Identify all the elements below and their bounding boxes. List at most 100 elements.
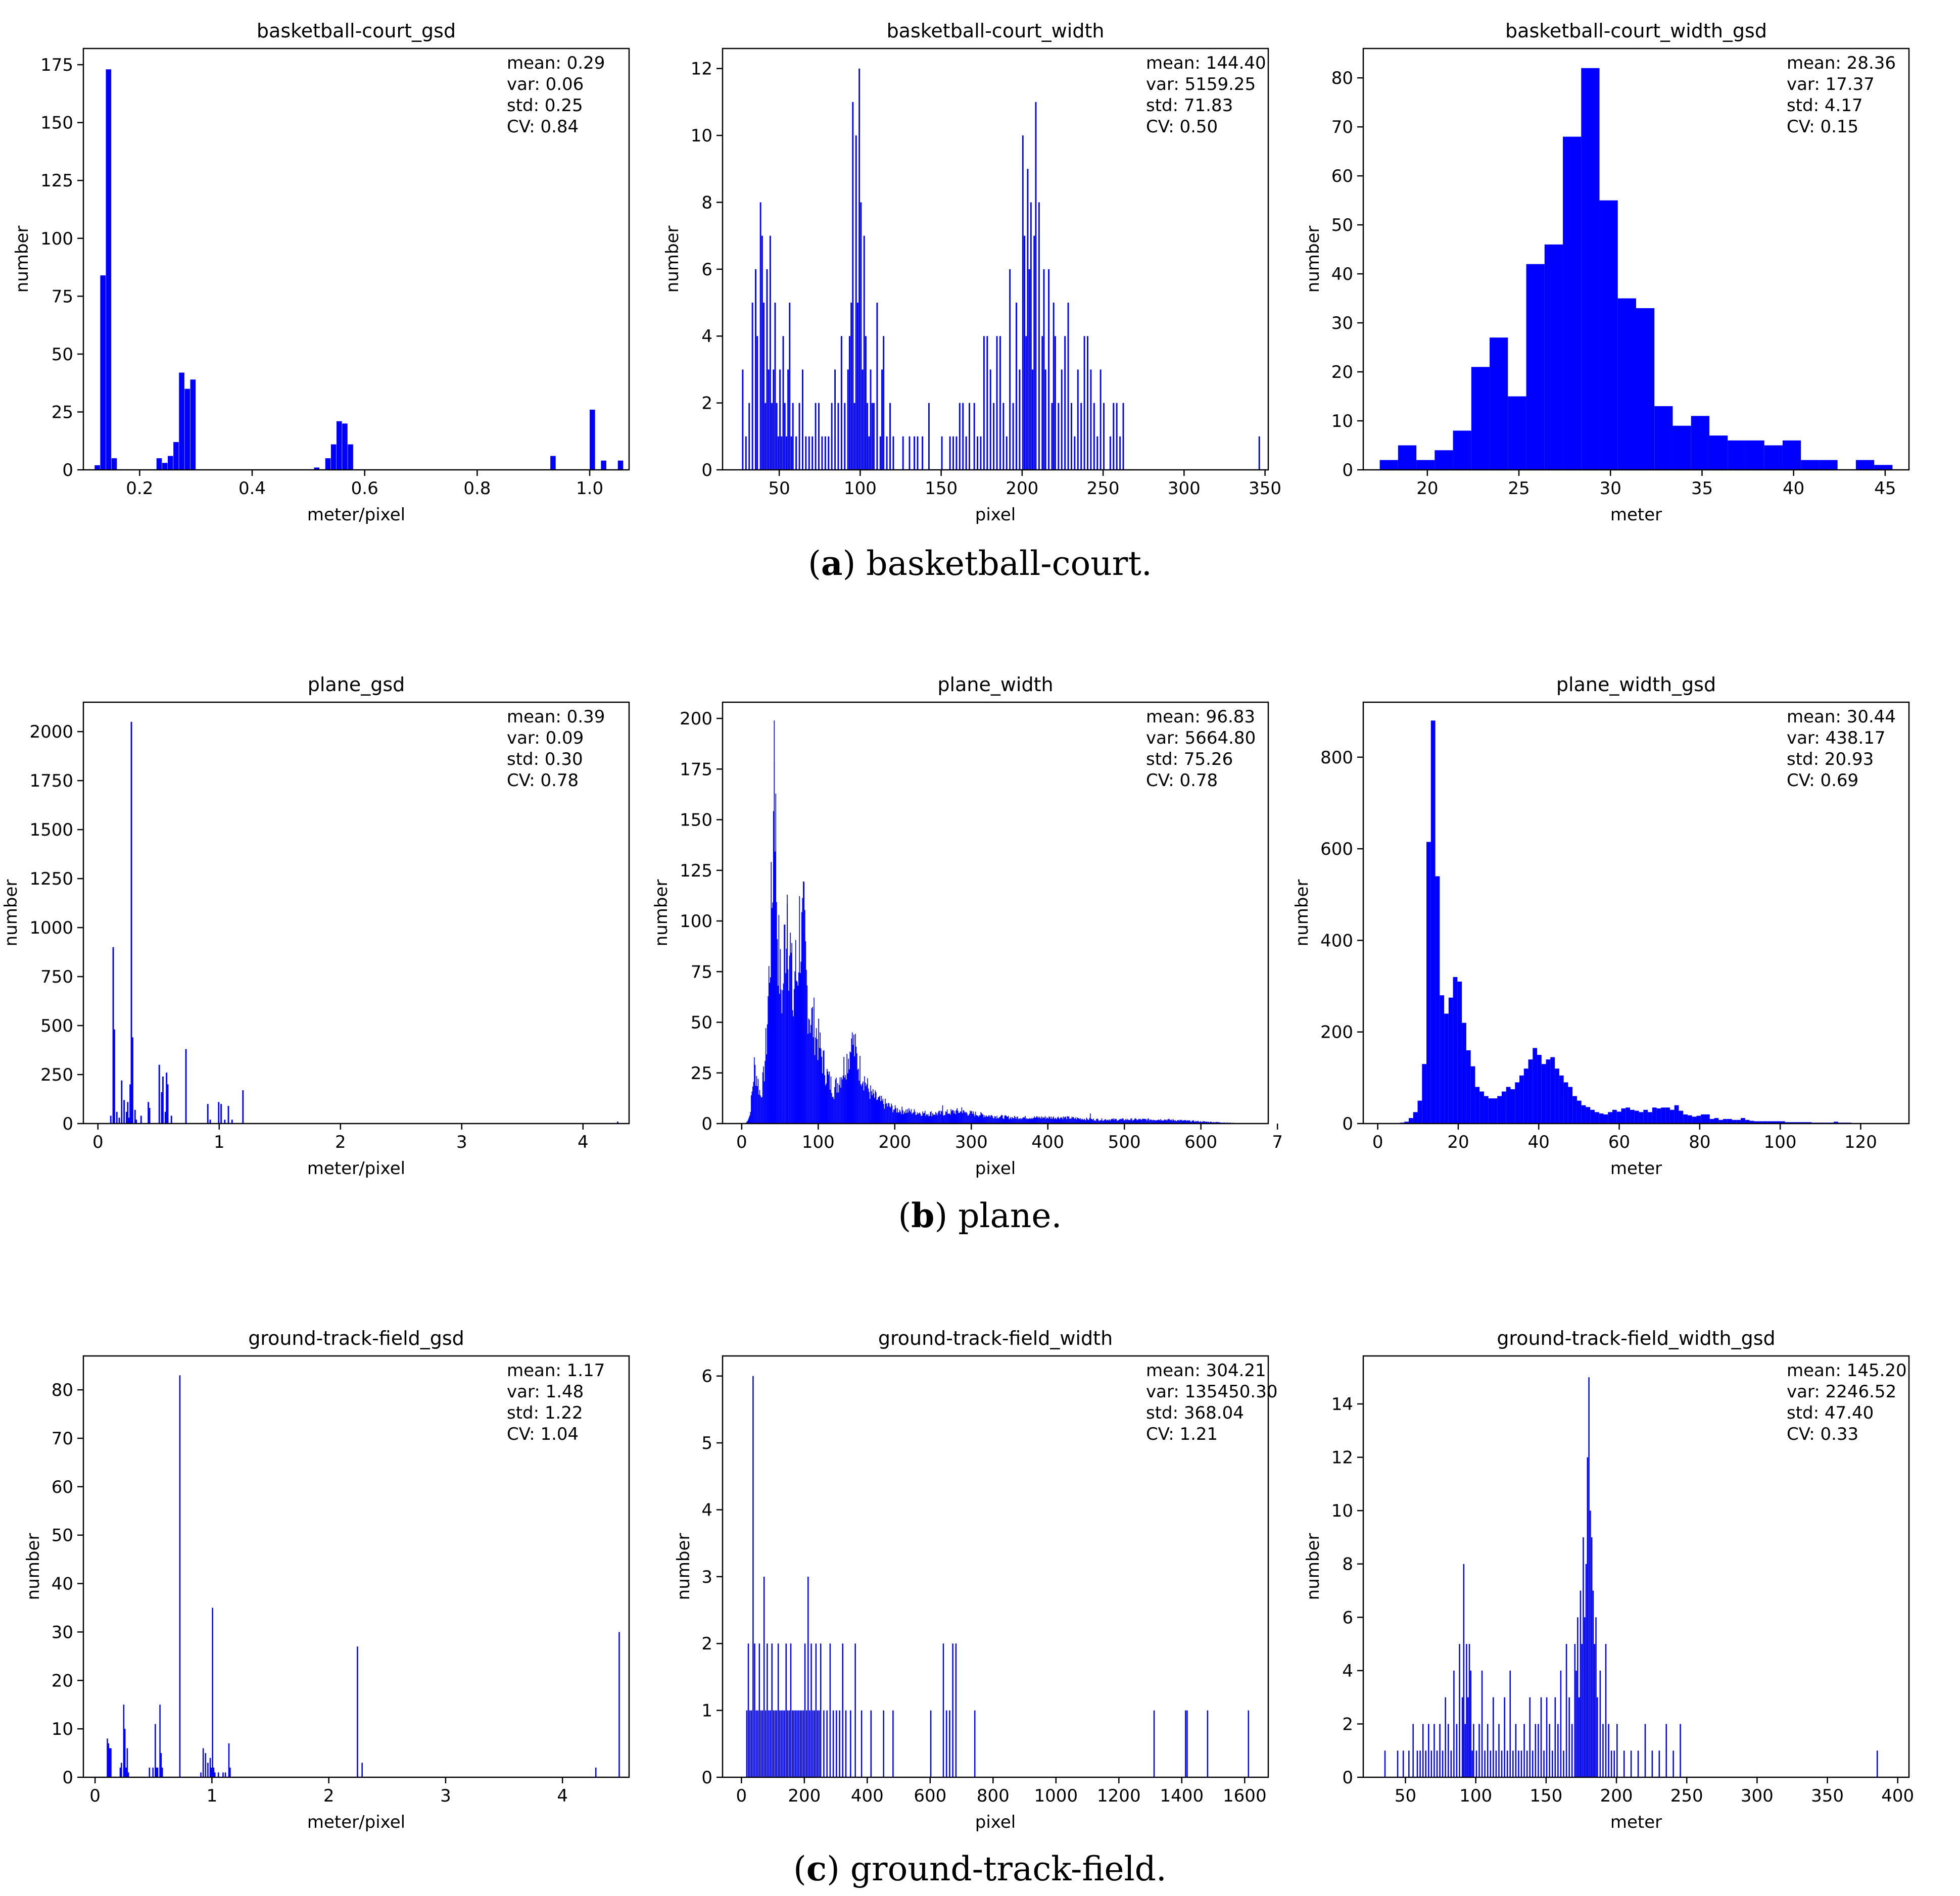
bar (1077, 1117, 1078, 1124)
bar (1467, 1697, 1469, 1777)
bar (1179, 1120, 1180, 1124)
bar (909, 1110, 911, 1124)
bar (1016, 1116, 1018, 1124)
bar (1101, 1118, 1103, 1124)
bar (1171, 1120, 1172, 1124)
bar (1139, 1119, 1140, 1124)
bar (790, 436, 792, 470)
bar (789, 955, 790, 1124)
bar (879, 1095, 881, 1124)
x-tick-label: 4 (557, 1786, 568, 1806)
bar (851, 1038, 852, 1124)
bar (783, 983, 784, 1124)
bar (1027, 169, 1029, 470)
bar (871, 1091, 872, 1124)
bar (754, 1057, 755, 1124)
bar (835, 1079, 836, 1124)
bar (1767, 1121, 1772, 1124)
bar (1017, 1116, 1018, 1124)
bar (1637, 1751, 1639, 1777)
bar (902, 1110, 903, 1124)
bar (955, 1109, 957, 1124)
bar (909, 1108, 910, 1124)
bar (173, 442, 179, 470)
bar (790, 952, 792, 1124)
bar (782, 336, 784, 470)
bar (789, 303, 791, 470)
y-axis-label: number (1303, 226, 1323, 293)
bar (898, 1112, 899, 1124)
bar (1576, 1100, 1582, 1124)
bar (1129, 1120, 1130, 1124)
bar (998, 1118, 999, 1124)
bar (1090, 369, 1092, 470)
bar (1009, 269, 1011, 470)
bar (879, 1096, 880, 1124)
bar (1595, 1617, 1597, 1777)
stats-text: CV: 0.78 (507, 770, 579, 791)
x-tick-label: 1200 (1097, 1786, 1141, 1806)
bar (979, 1115, 981, 1124)
bar (1404, 1122, 1409, 1124)
bar (1656, 1108, 1661, 1124)
bar (1583, 1537, 1584, 1777)
bar (1058, 1118, 1060, 1124)
bar (932, 1113, 933, 1124)
bar (1009, 1119, 1010, 1124)
bar (1785, 1122, 1790, 1124)
bar (1732, 1120, 1737, 1124)
bar (1062, 1119, 1064, 1124)
bar (784, 925, 785, 1124)
x-tick-label: 300 (1741, 1786, 1774, 1806)
bar (805, 1710, 807, 1777)
bar (837, 1083, 838, 1124)
bar (807, 1576, 809, 1777)
bars (1400, 720, 1865, 1124)
bar (1108, 1120, 1110, 1124)
stats-text: mean: 304.21 (1146, 1360, 1266, 1381)
bar (1155, 1120, 1156, 1124)
bar (817, 1039, 818, 1124)
stats-text: std: 0.30 (507, 749, 583, 769)
bar (894, 1105, 896, 1124)
bar (161, 1092, 163, 1124)
bar (1587, 1457, 1589, 1777)
bar (1379, 460, 1398, 470)
bar (848, 1058, 849, 1124)
bar (1029, 1118, 1031, 1124)
bar (820, 1032, 821, 1124)
bar (824, 436, 826, 470)
bar (1010, 1118, 1011, 1124)
bar (1475, 1751, 1477, 1777)
bar (907, 1112, 909, 1124)
y-axis-label: number (12, 226, 32, 293)
x-tick-label: 0 (89, 1786, 101, 1806)
bar (798, 972, 799, 1124)
bar (879, 436, 881, 470)
bar (1599, 1670, 1601, 1777)
bar (121, 1080, 123, 1124)
bar (1025, 1115, 1026, 1124)
bar (1090, 1119, 1092, 1124)
stats-text: std: 0.25 (507, 95, 583, 116)
bar (1613, 1751, 1615, 1777)
bar (1463, 1564, 1465, 1777)
bar (1543, 1751, 1545, 1777)
bar (836, 1078, 837, 1124)
bar (1448, 1724, 1449, 1777)
x-tick-label: 80 (1689, 1132, 1710, 1152)
bar (1605, 1644, 1607, 1777)
bar (1149, 1120, 1150, 1124)
bar (1597, 1697, 1598, 1777)
bar (983, 1117, 985, 1124)
bar (876, 303, 878, 470)
bar (1475, 1087, 1480, 1124)
y-tick-label: 3 (701, 1567, 712, 1587)
bar (771, 403, 773, 470)
bar (1022, 1117, 1024, 1124)
bar (764, 403, 767, 470)
x-tick-label: 2 (323, 1786, 334, 1806)
bar (883, 1710, 884, 1777)
bar (756, 336, 758, 470)
